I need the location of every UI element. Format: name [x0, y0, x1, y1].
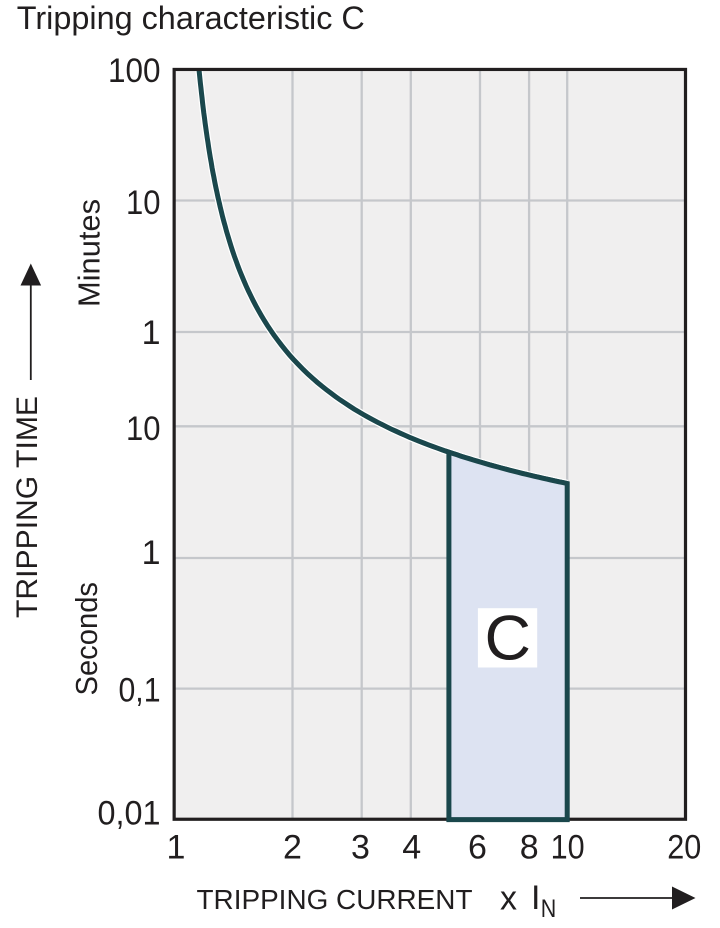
svg-text:100: 100: [108, 52, 161, 90]
svg-text:x: x: [500, 879, 517, 917]
svg-text:3: 3: [351, 829, 370, 867]
svg-text:TRIPPING CURRENT: TRIPPING CURRENT: [197, 884, 473, 915]
svg-text:1: 1: [142, 534, 161, 572]
svg-text:Tripping characteristic C: Tripping characteristic C: [17, 0, 365, 36]
svg-text:0,1: 0,1: [119, 671, 161, 709]
svg-text:1: 1: [167, 829, 186, 867]
svg-text:C: C: [485, 604, 532, 674]
svg-text:10: 10: [126, 184, 161, 222]
svg-text:20: 20: [667, 829, 701, 867]
svg-text:TRIPPING TIME: TRIPPING TIME: [11, 396, 44, 618]
svg-text:I: I: [531, 879, 540, 917]
svg-text:1: 1: [142, 314, 161, 352]
svg-text:0,01: 0,01: [98, 794, 161, 832]
svg-text:Seconds: Seconds: [69, 582, 104, 696]
svg-text:10: 10: [551, 829, 585, 867]
svg-text:10: 10: [126, 410, 161, 448]
svg-text:Minutes: Minutes: [72, 199, 107, 307]
svg-text:2: 2: [283, 829, 302, 867]
svg-text:N: N: [541, 895, 557, 923]
svg-text:8: 8: [520, 829, 539, 867]
svg-text:4: 4: [402, 829, 421, 867]
svg-text:6: 6: [468, 829, 487, 867]
